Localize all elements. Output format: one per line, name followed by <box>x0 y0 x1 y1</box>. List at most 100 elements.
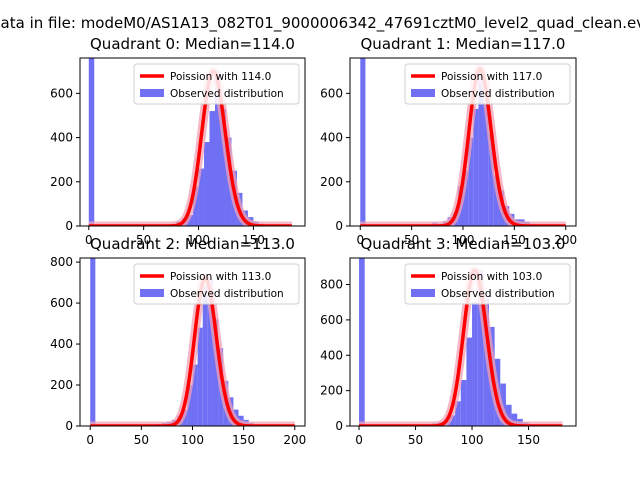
legend-hist-swatch <box>411 289 435 297</box>
y-tick-label: 400 <box>320 348 343 362</box>
histogram-bar <box>204 142 210 226</box>
histogram-bar <box>187 214 194 226</box>
histogram-bar <box>505 404 512 426</box>
x-tick-label: 150 <box>503 233 526 247</box>
legend-box <box>404 263 571 305</box>
x-tick-label: 0 <box>86 433 94 447</box>
histogram-bar <box>449 415 456 426</box>
quadrant-2-panel: 0 50 100 150 200 0 200 400 600 800 Quadrant 2: Med… <box>50 235 306 447</box>
y-tick-label: 800 <box>320 278 343 292</box>
histogram-bar <box>488 133 494 226</box>
panel-title: Quadrant 0: Median=114.0 <box>90 35 295 53</box>
axes-frame <box>349 257 577 427</box>
x-tick-label: 0 <box>356 233 364 247</box>
histogram-bar <box>207 278 213 426</box>
histogram-bar <box>187 385 193 426</box>
legend-hist-label: Observed distribution <box>170 288 284 300</box>
histogram-bar <box>463 170 469 226</box>
y-tick-label: 200 <box>50 175 73 189</box>
x-tick-label: 0 <box>85 233 93 247</box>
y-tick-label: 0 <box>65 219 73 233</box>
plot-area <box>86 258 299 426</box>
x-tick-label: 150 <box>517 433 540 447</box>
legend-box <box>404 63 571 105</box>
y-tick-label: 400 <box>50 337 73 351</box>
legend-hist-label: Observed distribution <box>170 88 284 100</box>
y-tick-label: 200 <box>320 384 343 398</box>
legend-fit-label: Poission with 113.0 <box>170 271 271 283</box>
x-tick-label: 150 <box>242 233 265 247</box>
histogram-bar-zero <box>359 258 365 426</box>
y-tick-label: 600 <box>50 86 73 100</box>
quadrant-1-panel: 0 50 100 150 200 0 200 400 600 Quadrant 1: Median… <box>320 35 577 247</box>
y-tick-label: 0 <box>335 419 343 433</box>
legend-fit-label: Poission with 117.0 <box>441 71 542 83</box>
axes-frame <box>79 57 306 227</box>
legend: Poission with 103.0 Observed distribution <box>404 263 571 305</box>
histogram-bar-zero <box>90 258 96 426</box>
histogram-bar <box>202 286 208 426</box>
panel-title: Quadrant 1: Median=117.0 <box>361 35 566 53</box>
x-tick-label: 150 <box>232 433 255 447</box>
histogram-bar <box>212 319 219 426</box>
histogram-bar <box>455 401 461 426</box>
x-tick-label: 100 <box>181 433 204 447</box>
histogram-bar <box>197 327 203 426</box>
histogram-bar-zero <box>360 58 366 226</box>
histogram-bar <box>209 111 215 226</box>
y-tick-label: 600 <box>50 296 73 310</box>
histogram-bar-zero <box>88 58 95 226</box>
x-tick-label: 50 <box>134 433 149 447</box>
legend: Poission with 113.0 Observed distribution <box>133 263 300 305</box>
histogram-bar <box>198 168 205 226</box>
legend-hist-label: Observed distribution <box>441 88 555 100</box>
legend-hist-swatch <box>411 89 435 97</box>
histogram-bar <box>460 380 467 426</box>
x-tick-label: 100 <box>461 433 484 447</box>
quadrant-3-panel: 0 50 100 150 0 200 400 600 800 Quadrant 3: Median… <box>320 235 577 447</box>
histogram-bar <box>483 102 489 226</box>
x-tick-label: 100 <box>187 233 210 247</box>
x-tick-label: 50 <box>404 233 419 247</box>
x-tick-label: 50 <box>136 233 151 247</box>
legend-hist-swatch <box>140 89 164 97</box>
histogram-bar <box>478 69 484 226</box>
y-tick-label: 800 <box>50 255 73 269</box>
legend-box <box>133 63 300 105</box>
panel-title: Quadrant 3: Median=103.0 <box>361 235 566 253</box>
panel-title: Quadrant 2: Median=113.0 <box>90 235 295 253</box>
y-tick-label: 200 <box>50 378 73 392</box>
x-tick-label: 50 <box>408 433 423 447</box>
x-tick-label: 200 <box>554 233 577 247</box>
x-tick-label: 0 <box>355 433 363 447</box>
legend: Poission with 117.0 Observed distribution <box>404 63 571 105</box>
y-tick-label: 0 <box>335 219 343 233</box>
y-tick-label: 400 <box>50 131 73 145</box>
legend: Poission with 114.0 Observed distribution <box>133 63 300 105</box>
y-tick-label: 200 <box>320 175 343 189</box>
histogram-bar <box>215 71 221 226</box>
legend-hist-swatch <box>140 289 164 297</box>
histogram-bar <box>473 108 479 226</box>
quadrant-0-panel: 0 50 100 150 0 200 400 600 Quadrant 0: Median=11… <box>50 35 306 247</box>
histogram-bar <box>193 186 199 226</box>
histogram-bar <box>511 413 518 426</box>
x-tick-label: 200 <box>283 433 306 447</box>
legend-box <box>133 263 300 305</box>
figure-suptitle: Data in file: modeM0/AS1A13_082T01_90000… <box>0 14 640 33</box>
histogram-bar <box>192 364 198 426</box>
y-tick-label: 600 <box>320 313 343 327</box>
histogram-bar <box>468 137 474 226</box>
histogram-bar <box>477 270 484 426</box>
y-tick-label: 600 <box>320 86 343 100</box>
histogram-bar <box>472 302 478 426</box>
histogram-bar <box>220 108 226 226</box>
legend-fit-label: Poission with 114.0 <box>170 71 271 83</box>
y-tick-label: 400 <box>320 131 343 145</box>
legend-fit-label: Poission with 103.0 <box>441 271 542 283</box>
histogram-bar <box>493 175 499 226</box>
x-tick-label: 100 <box>452 233 475 247</box>
legend-hist-label: Observed distribution <box>441 288 555 300</box>
histogram-bar <box>466 337 473 426</box>
